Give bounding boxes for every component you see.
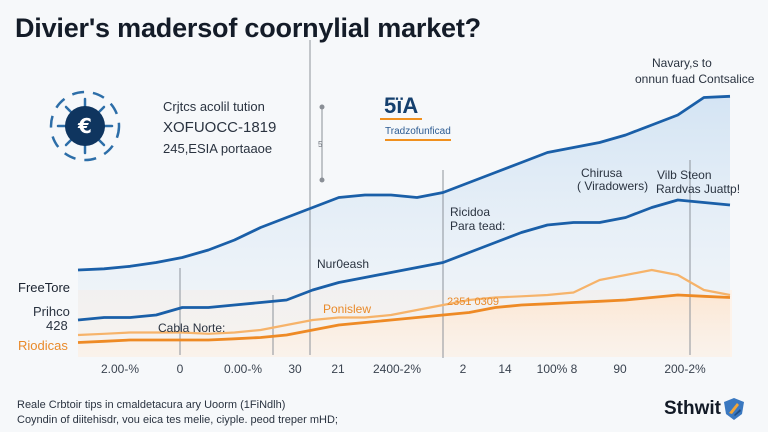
info-panel: Crjtcs acolil tution XOFUOCC-1819 245,ES… (163, 96, 276, 159)
x-tick-label: 0.00-% (223, 362, 263, 376)
x-tick-label: 200-2% (664, 362, 706, 376)
shield-logo-icon (724, 398, 744, 420)
legend-prihco: Prihco (33, 304, 70, 319)
series-line-riodicas-light- (77, 268, 731, 337)
series-line-riodicas (77, 293, 731, 344)
annotation-top-right-1: Navary,s to (652, 56, 712, 70)
annotation-top-right-2: onnun fuad Contsalice (635, 72, 755, 86)
x-tick-label: 2400-2% (372, 362, 422, 376)
reference-lines (179, 40, 691, 358)
annotation-nur: Nur0eash (317, 257, 370, 271)
range-marker: 5 (318, 104, 325, 183)
annotation-vilb-1: Vilb Steon (657, 168, 712, 182)
annotation-ponislew: Ponislew (323, 302, 372, 316)
footer-line-2: Coyndin of diitehisdr, vou eica tes meli… (17, 414, 338, 426)
x-tick-label: 21 (331, 362, 345, 376)
badge-subtitle: Tradzofunficad (385, 126, 451, 141)
x-tick-label: 14 (498, 362, 512, 376)
x-tick-label: 0 (176, 362, 184, 376)
x-tick-label: 2 (459, 362, 467, 376)
page-title: Divier's madersof coornylial market? (15, 13, 481, 43)
brand-logo[interactable]: Sthwit (664, 397, 746, 421)
x-tick-label: 100% 8 (536, 362, 578, 376)
annotation-chirusa-2: ( Viradowers) (577, 179, 649, 193)
footer-line-1: Reale Crbtoir tips in cmaldetacura ary U… (17, 399, 286, 411)
series-area-0 (78, 96, 730, 358)
range-marker-label: 5 (318, 140, 323, 149)
series-line-freetore (77, 94, 731, 272)
footer-note: Reale Crbtoir tips in cmaldetacura ary U… (17, 398, 338, 428)
legend-freetore: FreeTore (18, 280, 71, 295)
annotation-orange-value: 2351 0309 (447, 296, 499, 308)
info-line-2: XOFUOCC-1819 (163, 119, 277, 136)
legend-riodicas: Riodicas (18, 338, 68, 353)
x-tick-label: 30 (288, 362, 302, 376)
annotation-cable: Cabla Norte: (158, 321, 226, 335)
info-line-1: Crjtcs acolil tution (163, 99, 265, 114)
series-line-prihco (77, 198, 731, 322)
euro-coin-icon: € (49, 90, 121, 162)
x-tick-label: 90 (613, 362, 627, 376)
annotation-ricidoa-2: Para tead: (450, 219, 506, 233)
annotation-vilb-2: Rardvas Juattp! (656, 182, 741, 196)
legend-prihco-value: 428 (46, 318, 68, 333)
x-tick-label: 2.00-% (100, 362, 140, 376)
svg-text:€: € (77, 114, 92, 138)
series-area-3 (78, 295, 730, 357)
logo-text: Sthwit (664, 398, 721, 419)
annotation-ricidoa-1: Ricidoa (450, 205, 491, 219)
badge-value: 5ïA (380, 94, 423, 120)
info-line-3: 245,ESIA portaaoe (163, 141, 273, 156)
annotation-chirusa-1: Chirusa (581, 166, 623, 180)
